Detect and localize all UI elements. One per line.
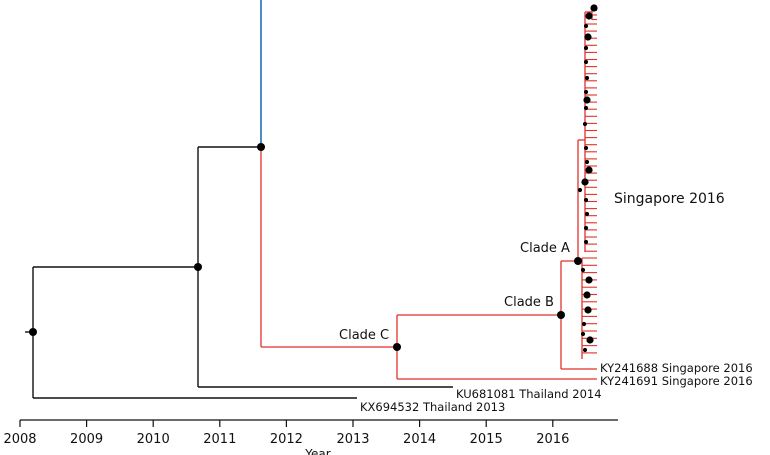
singapore-node-large-3 bbox=[584, 33, 592, 41]
singapore-node-large-7 bbox=[585, 276, 593, 284]
singapore-node-large-5 bbox=[585, 166, 593, 174]
singapore-leaf-branches bbox=[582, 5, 597, 354]
singapore-node-small-3 bbox=[583, 59, 589, 65]
singapore-lineage bbox=[260, 6, 597, 380]
axis-title: Year bbox=[304, 447, 330, 455]
singapore-node-small-1 bbox=[583, 23, 589, 29]
singapore-node-small-18 bbox=[582, 347, 588, 353]
leaf-label-ky241691: KY241691 Singapore 2016 bbox=[600, 374, 753, 388]
clade-b-node bbox=[557, 311, 565, 319]
singapore-node-small-17 bbox=[580, 331, 586, 337]
axis-tick-label-2015: 2015 bbox=[470, 432, 503, 447]
axis-tick-label-2013: 2013 bbox=[336, 432, 369, 447]
singapore-node-small-5 bbox=[583, 89, 589, 95]
axis-tick-label-2016: 2016 bbox=[536, 432, 569, 447]
axis-tick-label-2009: 2009 bbox=[70, 432, 103, 447]
axis-ticks: 2008 2009 2010 2011 2012 2013 2014 2015 2016 bbox=[3, 420, 569, 447]
singapore-node-small-15 bbox=[580, 267, 586, 273]
clade-a-label: Clade A bbox=[520, 241, 570, 256]
clade-a-node bbox=[574, 257, 582, 265]
axis-tick-label-2011: 2011 bbox=[203, 432, 236, 447]
axis-tick-label-2008: 2008 bbox=[3, 432, 36, 447]
singapore-node-large-6 bbox=[581, 178, 589, 186]
axis-tick-label-2010: 2010 bbox=[137, 432, 170, 447]
singapore-node-large-10 bbox=[586, 336, 594, 344]
clade-c-label: Clade C bbox=[339, 328, 389, 343]
singapore-node-small-6 bbox=[583, 105, 589, 111]
singapore-node-small-11 bbox=[583, 197, 589, 203]
singapore-group-label: Singapore 2016 bbox=[614, 191, 725, 207]
axis-tick-label-2014: 2014 bbox=[403, 432, 436, 447]
leaf-label-ky241688: KY241688 Singapore 2016 bbox=[600, 361, 753, 375]
main-nodes bbox=[29, 143, 582, 351]
singapore-node-large-8 bbox=[583, 291, 591, 299]
singapore-node-small-16 bbox=[581, 321, 587, 327]
backbone-branches bbox=[25, 146, 453, 399]
singapore-node-small-13 bbox=[583, 225, 589, 231]
singapore-node-small-12 bbox=[584, 211, 590, 217]
axis-tick-label-2012: 2012 bbox=[270, 432, 303, 447]
singapore-node-small-10 bbox=[577, 187, 583, 193]
singapore-node-small-9 bbox=[584, 159, 590, 165]
leaf-label-kx694532: KX694532 Thailand 2013 bbox=[360, 400, 505, 414]
leaf-label-ku681081: KU681081 Thailand 2014 bbox=[456, 387, 602, 401]
clade-b-label: Clade B bbox=[504, 295, 554, 310]
singapore-node-large-4 bbox=[583, 96, 591, 104]
clade-c-node bbox=[393, 343, 401, 351]
singapore-node-small-4 bbox=[584, 75, 590, 81]
singapore-node-small-7 bbox=[582, 121, 588, 127]
singapore-node-small-8 bbox=[583, 145, 589, 151]
singapore-node-small-14 bbox=[583, 239, 589, 245]
node-2010 bbox=[194, 263, 202, 271]
singapore-internal-nodes bbox=[577, 4, 598, 353]
time-axis: 2008 2009 2010 2011 2012 2013 2014 2015 2016 Yea… bbox=[3, 419, 618, 455]
root-node bbox=[29, 328, 37, 336]
singapore-node-large-1 bbox=[590, 4, 598, 12]
singapore-node-large-2 bbox=[585, 12, 593, 20]
node-2011 bbox=[257, 143, 265, 151]
singapore-node-large-9 bbox=[584, 306, 592, 314]
singapore-node-small-2 bbox=[583, 45, 589, 51]
